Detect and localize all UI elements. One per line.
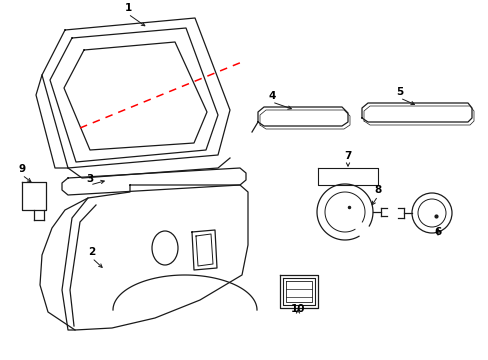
Text: 7: 7 (344, 151, 351, 161)
Text: 3: 3 (86, 174, 93, 184)
Text: 9: 9 (19, 164, 25, 174)
Text: 2: 2 (88, 247, 96, 257)
Text: 5: 5 (396, 87, 403, 97)
Text: 8: 8 (374, 185, 381, 195)
Text: 6: 6 (433, 227, 441, 237)
Text: 1: 1 (124, 3, 131, 13)
Text: 10: 10 (290, 304, 305, 314)
Text: 4: 4 (268, 91, 275, 101)
